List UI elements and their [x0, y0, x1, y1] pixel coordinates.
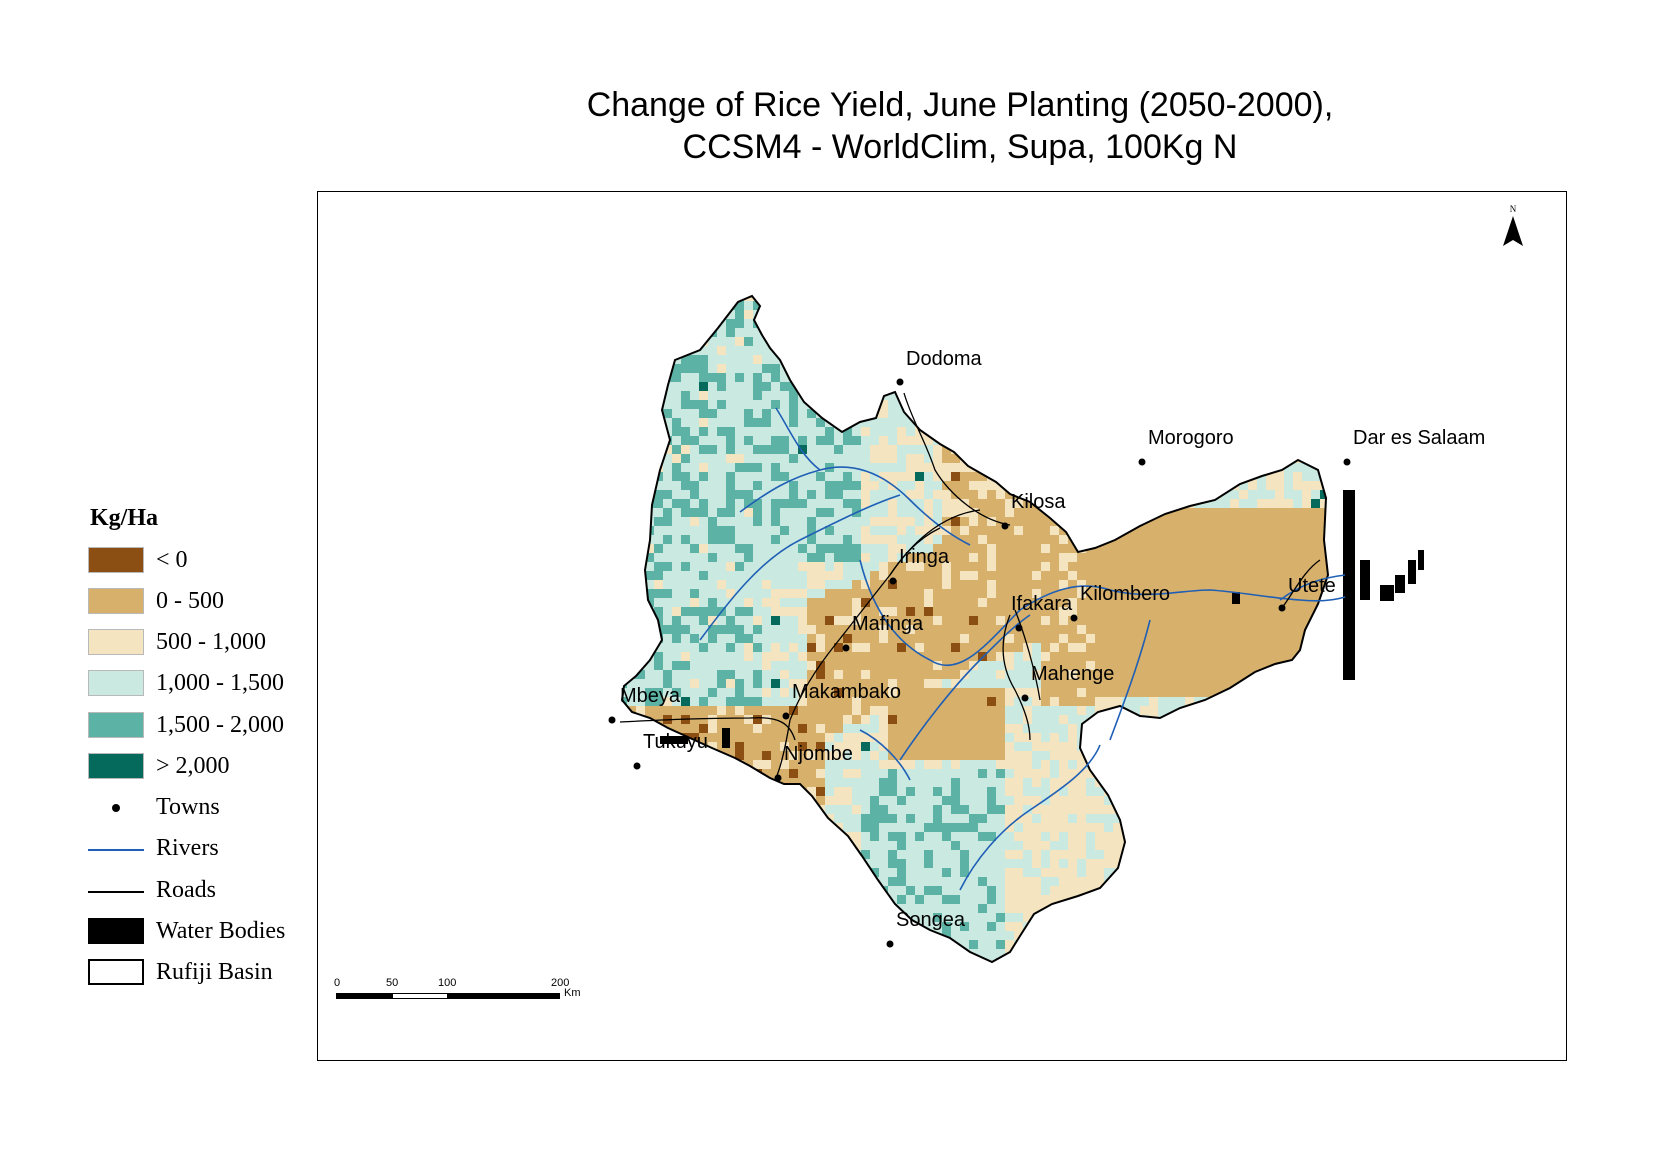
legend-label: > 2,000 [156, 753, 230, 779]
rufiji-basin-outline [620, 294, 1330, 964]
water-body-swatch [88, 918, 144, 944]
town-dot [1138, 458, 1146, 466]
legend-label: Water Bodies [156, 918, 286, 944]
legend-basin: Rufiji Basin [88, 957, 318, 987]
town-dot [1070, 614, 1078, 622]
legend-water-bodies: Water Bodies [88, 916, 318, 946]
legend-class-1000-1500: 1,000 - 1,500 [88, 668, 318, 698]
town-label: Mahenge [1031, 663, 1114, 685]
scale-tick: 100 [438, 977, 457, 989]
map-title-line-2: CCSM4 - WorldClim, Supa, 100Kg N [682, 128, 1238, 166]
legend-label: Towns [156, 794, 220, 820]
legend-swatch [88, 588, 144, 614]
legend-class-1500-2000: 1,500 - 2,000 [88, 710, 318, 740]
town-label: Songea [896, 909, 966, 931]
road-line-icon [88, 877, 144, 903]
town-label: Kilosa [1011, 491, 1066, 513]
scale-segment [336, 993, 392, 999]
legend-class-500-1000: 500 - 1,000 [88, 627, 318, 657]
legend-rivers: Rivers [88, 833, 318, 863]
legend-class-0-500: 0 - 500 [88, 586, 318, 616]
town-dot [1343, 458, 1351, 466]
town-dot [889, 577, 897, 585]
legend-label: Roads [156, 877, 216, 903]
legend-label: < 0 [156, 547, 188, 573]
town-dot [1021, 694, 1029, 702]
legend-label: Rivers [156, 835, 219, 861]
towns-layer: Dodoma Morogoro Dar es Salaam Kilosa Iringa K… [608, 348, 1485, 948]
legend-roads: Roads [88, 875, 318, 905]
legend-label: 500 - 1,000 [156, 629, 266, 655]
town-label: Iringa [899, 546, 950, 568]
legend-towns: Towns [88, 792, 318, 822]
town-dot [896, 378, 904, 386]
town-dot-icon [88, 794, 144, 820]
rivers-layer [699, 407, 1346, 891]
scale-segment [448, 993, 560, 999]
town-label: Mafinga [852, 613, 924, 635]
legend-label: 0 - 500 [156, 588, 224, 614]
town-label: Dodoma [906, 348, 982, 370]
legend-swatch [88, 547, 144, 573]
scale-tick: 50 [386, 977, 399, 989]
north-label: N [1510, 204, 1517, 214]
legend-swatch [88, 629, 144, 655]
town-label: Utete [1288, 575, 1336, 597]
town-label: Morogoro [1148, 427, 1234, 449]
legend-swatch [88, 712, 144, 738]
legend-label: 1,000 - 1,500 [156, 670, 284, 696]
town-dot [774, 774, 782, 782]
town-dot [1278, 604, 1286, 612]
scale-tick: 0 [334, 977, 341, 989]
town-dot [1001, 522, 1009, 530]
water-bodies-layer [660, 490, 1424, 748]
roads-layer [619, 392, 1321, 781]
town-dot [1015, 624, 1023, 632]
map-title-line-1: Change of Rice Yield, June Planting (205… [586, 86, 1334, 124]
town-dot [842, 644, 850, 652]
legend-label: Rufiji Basin [156, 959, 273, 985]
river-line-icon [88, 835, 144, 861]
town-dot [886, 940, 894, 948]
north-arrow-icon: N [1503, 204, 1523, 246]
town-label: Mbeya [620, 685, 681, 707]
basin-outline-swatch [88, 959, 144, 985]
town-dot [608, 716, 616, 724]
yield-change-raster [622, 296, 1328, 962]
town-label: Ifakara [1011, 593, 1073, 615]
town-dot [782, 712, 790, 720]
scale-segment [392, 993, 448, 999]
town-label: Makambako [792, 681, 901, 703]
town-label: Njombe [784, 743, 853, 765]
town-label: Tukuyu [643, 731, 708, 753]
legend-swatch [88, 670, 144, 696]
scale-unit: Km [564, 987, 581, 999]
town-dot [633, 762, 641, 770]
legend-title: Kg/Ha [90, 505, 159, 531]
legend-label: 1,500 - 2,000 [156, 712, 284, 738]
legend-class-gt2000: > 2,000 [88, 751, 318, 781]
legend-swatch [88, 753, 144, 779]
legend-class-lt0: < 0 [88, 545, 318, 575]
town-label: Kilombero [1080, 583, 1170, 605]
town-label: Dar es Salaam [1353, 427, 1485, 449]
scale-tick: 200 [551, 977, 570, 989]
